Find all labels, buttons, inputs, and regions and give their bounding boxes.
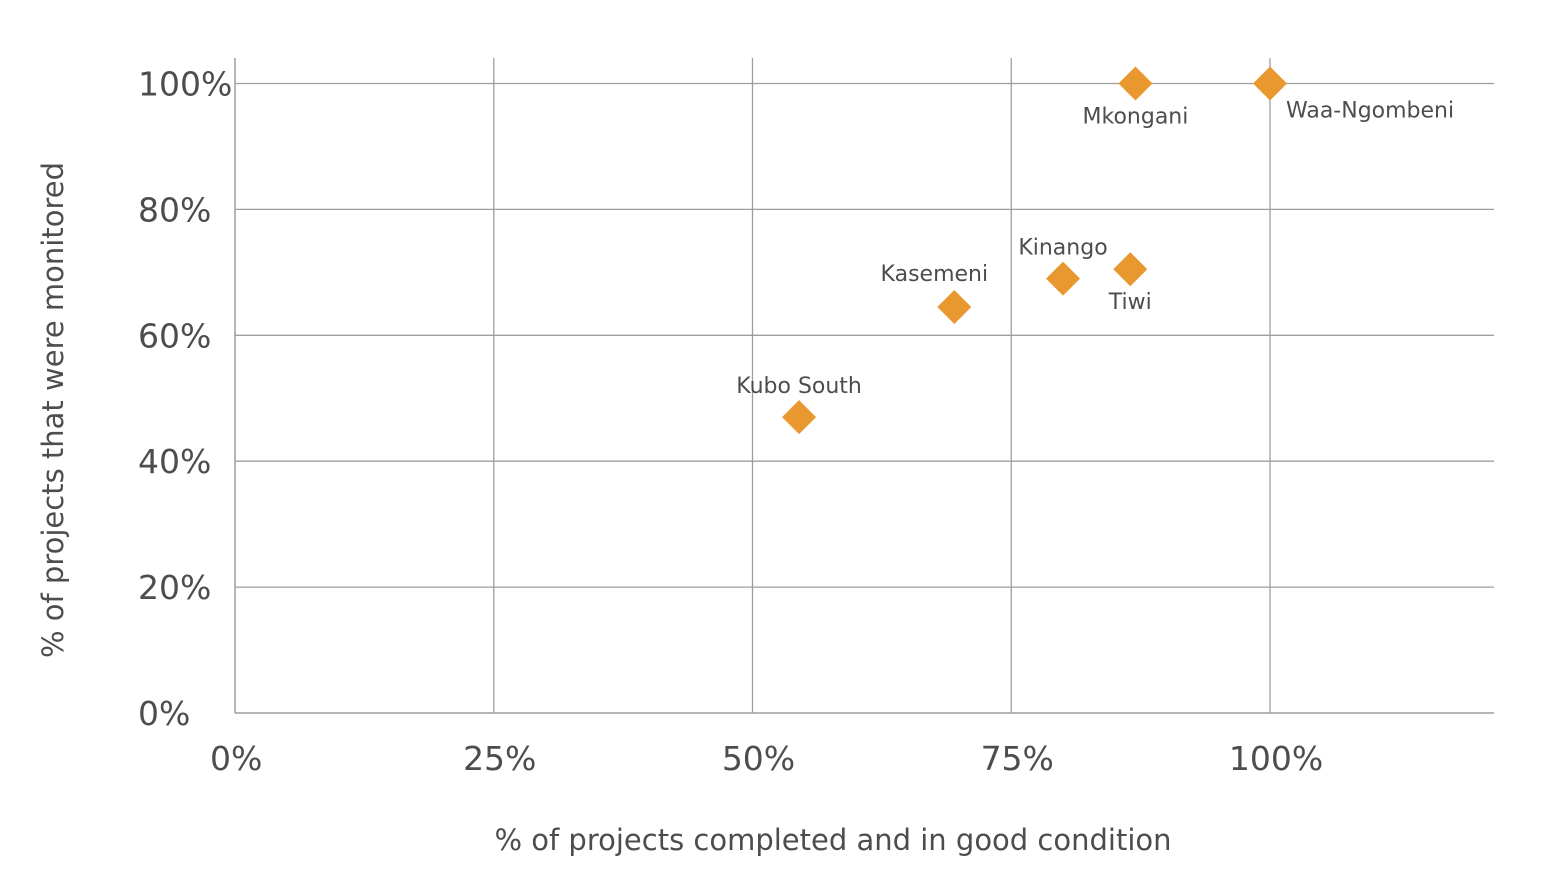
point-labels: Mkongani Waa-Ngombeni Kinango Tiwi Kasemeni K…	[736, 99, 1454, 400]
point-label-kasemeni: Kasemeni	[881, 262, 989, 287]
y-tick-label: 40%	[138, 442, 211, 481]
point-kinango	[1046, 261, 1080, 296]
point-mkongani	[1118, 66, 1153, 101]
x-tick-label: 50%	[722, 739, 795, 778]
point-label-tiwi: Tiwi	[1108, 290, 1152, 315]
y-axis-title: % of projects that were monitored	[36, 162, 70, 658]
point-label-kinango: Kinango	[1018, 236, 1107, 261]
point-label-mkongani: Mkongani	[1083, 105, 1189, 130]
axes	[234, 58, 1494, 714]
y-tick-label: 80%	[138, 190, 211, 229]
grid-lines	[235, 58, 1494, 713]
x-tick-label: 75%	[981, 739, 1054, 778]
x-tick-label: 25%	[463, 739, 536, 778]
y-tick-label: 0%	[138, 694, 190, 733]
x-tick-label: 0%	[210, 739, 262, 778]
data-points	[782, 66, 1287, 435]
y-tick-label: 60%	[138, 316, 211, 355]
tick-labels: 0% 20% 40% 60% 80% 100% 0% 25% 50% 75% 100%	[138, 65, 1323, 779]
point-kubo-south	[782, 400, 817, 435]
y-tick-label: 20%	[138, 568, 211, 607]
x-axis-title: % of projects completed and in good cond…	[494, 823, 1171, 857]
point-label-waa-ngombeni: Waa-Ngombeni	[1286, 99, 1454, 124]
point-kasemeni	[937, 289, 972, 324]
x-tick-label: 100%	[1229, 739, 1323, 778]
point-tiwi	[1113, 252, 1148, 287]
point-waa-ngombeni	[1253, 66, 1287, 101]
point-label-kubo-south: Kubo South	[736, 374, 862, 399]
y-tick-label: 100%	[138, 65, 232, 104]
